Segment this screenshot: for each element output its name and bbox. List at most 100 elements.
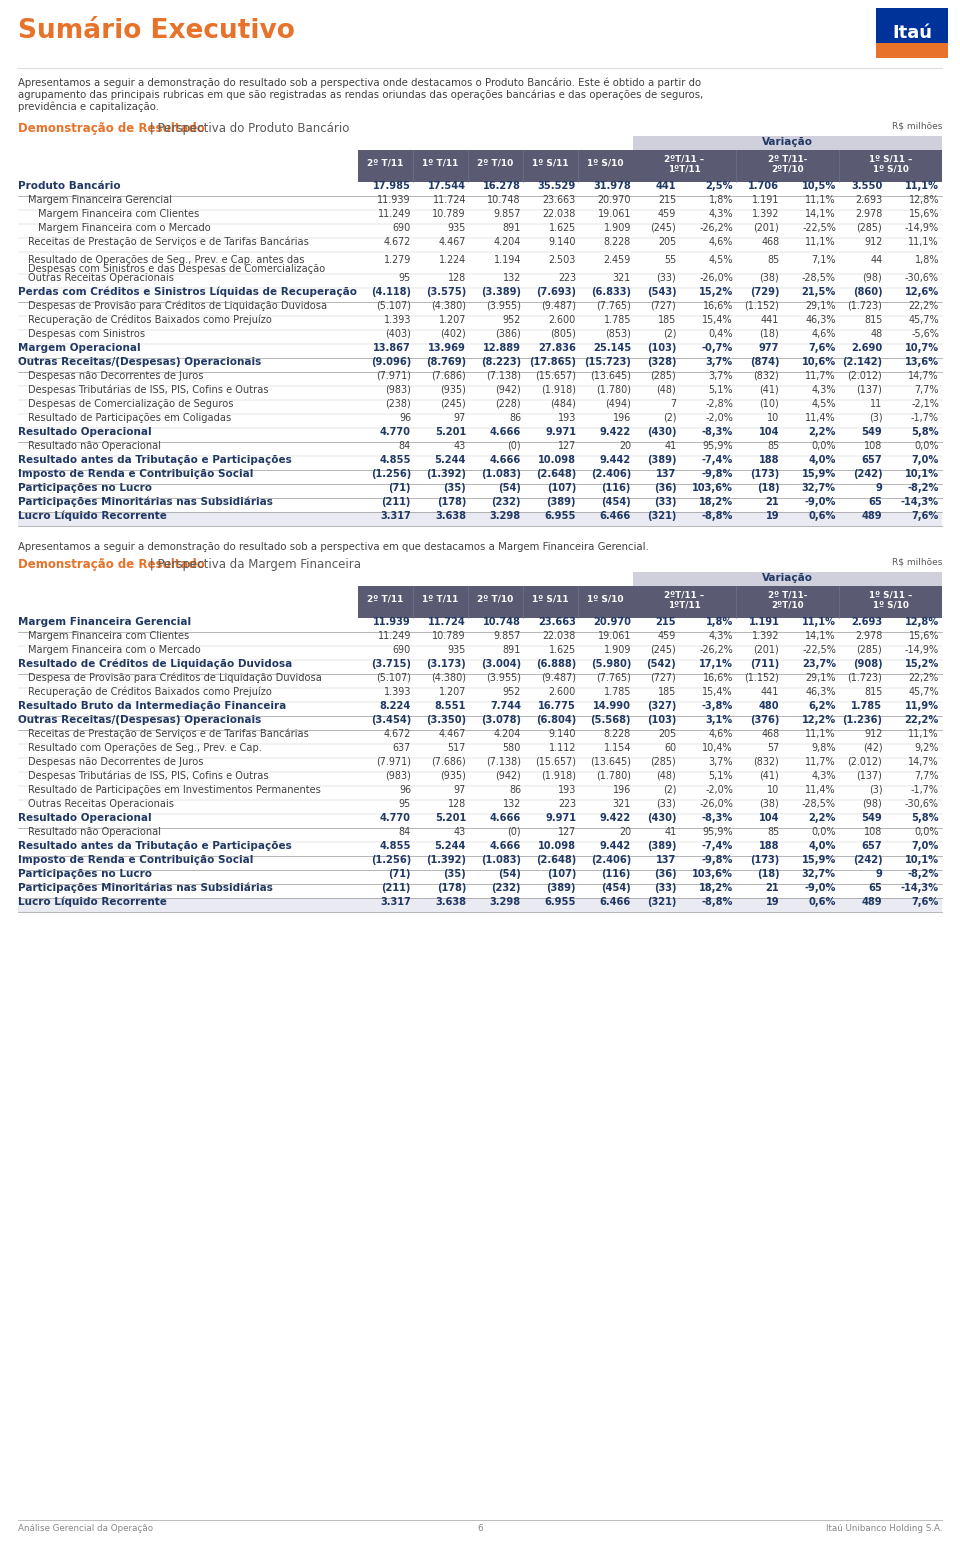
Text: 3.317: 3.317 <box>380 511 411 521</box>
Text: 9.971: 9.971 <box>545 427 576 438</box>
Text: 11,7%: 11,7% <box>805 371 836 380</box>
Text: (285): (285) <box>651 371 676 380</box>
Text: 2.693: 2.693 <box>852 618 882 627</box>
Text: (0): (0) <box>508 441 521 452</box>
Text: (5.107): (5.107) <box>376 674 411 683</box>
Text: (7.971): (7.971) <box>376 757 411 767</box>
Text: (13.645): (13.645) <box>590 757 631 767</box>
Text: 14,1%: 14,1% <box>805 632 836 641</box>
Text: 4.666: 4.666 <box>490 455 521 466</box>
Text: (983): (983) <box>385 771 411 781</box>
Text: (116): (116) <box>602 483 631 494</box>
Text: 1.279: 1.279 <box>384 255 411 265</box>
Text: (107): (107) <box>546 483 576 494</box>
Text: (285): (285) <box>856 223 882 233</box>
Text: 2º T/11: 2º T/11 <box>368 594 404 604</box>
Text: Sumário Executivo: Sumário Executivo <box>18 19 295 43</box>
Text: (3.955): (3.955) <box>486 674 521 683</box>
Text: 104: 104 <box>758 813 780 823</box>
Text: (321): (321) <box>647 511 676 521</box>
Text: -22,5%: -22,5% <box>803 646 836 655</box>
Text: (860): (860) <box>852 287 882 296</box>
Text: 2,2%: 2,2% <box>808 813 836 823</box>
Text: 104: 104 <box>758 427 780 438</box>
Text: (2): (2) <box>662 329 676 338</box>
Text: (6.888): (6.888) <box>536 660 576 669</box>
Text: (41): (41) <box>759 771 780 781</box>
Text: (245): (245) <box>651 223 676 233</box>
Text: (42): (42) <box>863 743 882 753</box>
Text: 10.098: 10.098 <box>538 841 576 850</box>
Text: (805): (805) <box>550 329 576 338</box>
Text: 2.459: 2.459 <box>604 255 631 265</box>
Text: (285): (285) <box>856 646 882 655</box>
Text: Despesas de Provisão para Créditos de Liquidação Duvidosa: Despesas de Provisão para Créditos de Li… <box>28 301 327 312</box>
Text: (35): (35) <box>444 869 466 878</box>
Text: 15,2%: 15,2% <box>904 660 939 669</box>
Text: (71): (71) <box>389 869 411 878</box>
Text: -8,8%: -8,8% <box>702 897 733 906</box>
Text: -0,7%: -0,7% <box>702 343 733 352</box>
Text: (7.138): (7.138) <box>486 371 521 380</box>
Text: 10.098: 10.098 <box>538 455 576 466</box>
Text: Análise Gerencial da Operação: Análise Gerencial da Operação <box>18 1524 154 1533</box>
Text: (7.686): (7.686) <box>431 371 466 380</box>
Text: (2.012): (2.012) <box>848 371 882 380</box>
Text: 3.638: 3.638 <box>435 511 466 521</box>
Text: (853): (853) <box>605 329 631 338</box>
Text: (8.223): (8.223) <box>481 357 521 366</box>
Text: 2.600: 2.600 <box>549 315 576 324</box>
Text: 95,9%: 95,9% <box>703 441 733 452</box>
Text: (17.865): (17.865) <box>529 357 576 366</box>
Text: Margem Financeira Gerencial: Margem Financeira Gerencial <box>28 196 172 205</box>
Text: Margem Financeira com o Mercado: Margem Financeira com o Mercado <box>38 223 211 233</box>
Text: 17,1%: 17,1% <box>699 660 733 669</box>
Text: 9.971: 9.971 <box>545 813 576 823</box>
Text: 0,4%: 0,4% <box>708 329 733 338</box>
Text: 517: 517 <box>447 743 466 753</box>
Text: 19.061: 19.061 <box>597 210 631 219</box>
Text: (38): (38) <box>759 273 780 282</box>
Text: Despesa de Provisão para Créditos de Liquidação Duvidosa: Despesa de Provisão para Créditos de Liq… <box>28 672 322 683</box>
Text: 22,2%: 22,2% <box>909 674 939 683</box>
Text: 1º S/11: 1º S/11 <box>532 158 569 168</box>
Text: (33): (33) <box>654 883 676 892</box>
Text: 1º S/10: 1º S/10 <box>873 165 908 172</box>
Text: 4,5%: 4,5% <box>811 399 836 410</box>
Text: (542): (542) <box>647 660 676 669</box>
Text: 11,1%: 11,1% <box>908 729 939 739</box>
Text: (402): (402) <box>441 329 466 338</box>
Text: 10.748: 10.748 <box>483 618 521 627</box>
Text: 22.038: 22.038 <box>542 632 576 641</box>
Text: (33): (33) <box>654 497 676 508</box>
Text: 18,2%: 18,2% <box>699 497 733 508</box>
Text: 103,6%: 103,6% <box>692 869 733 878</box>
Text: 4,3%: 4,3% <box>708 210 733 219</box>
Text: 2.693: 2.693 <box>855 196 882 205</box>
Text: -26,0%: -26,0% <box>699 799 733 809</box>
Text: (33): (33) <box>657 273 676 282</box>
Text: 9.857: 9.857 <box>493 632 521 641</box>
Text: 10.789: 10.789 <box>432 632 466 641</box>
Text: 815: 815 <box>864 315 882 324</box>
Text: 5.201: 5.201 <box>435 813 466 823</box>
Text: 21,5%: 21,5% <box>802 287 836 296</box>
Text: (38): (38) <box>759 799 780 809</box>
Text: 2º T/10: 2º T/10 <box>477 158 514 168</box>
Text: 580: 580 <box>503 743 521 753</box>
Text: (3.004): (3.004) <box>481 660 521 669</box>
Text: 0,0%: 0,0% <box>811 441 836 452</box>
Text: -1,7%: -1,7% <box>911 785 939 795</box>
Text: 4.855: 4.855 <box>379 841 411 850</box>
Text: 128: 128 <box>447 799 466 809</box>
Text: 1.785: 1.785 <box>604 315 631 324</box>
Text: 95: 95 <box>398 799 411 809</box>
Text: 690: 690 <box>393 646 411 655</box>
Text: (1.256): (1.256) <box>371 855 411 864</box>
Text: (935): (935) <box>440 771 466 781</box>
Text: 11,7%: 11,7% <box>805 757 836 767</box>
Text: -7,4%: -7,4% <box>702 841 733 850</box>
Text: 9.140: 9.140 <box>548 729 576 739</box>
Text: 7,6%: 7,6% <box>808 343 836 352</box>
Text: 4.666: 4.666 <box>490 427 521 438</box>
